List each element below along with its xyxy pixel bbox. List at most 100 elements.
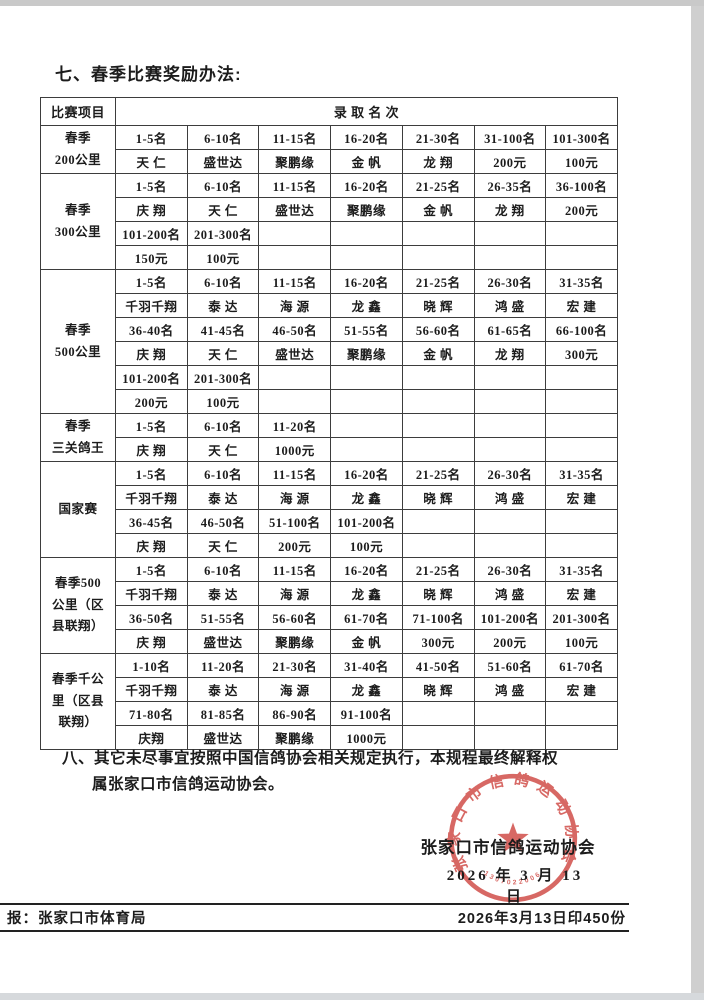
table-cell: 龙 鑫	[330, 581, 403, 606]
table-cell: 51-100名	[258, 509, 332, 534]
table-cell: 31-35名	[545, 461, 618, 486]
table-cell: 宏 建	[545, 677, 618, 702]
table-cell	[258, 245, 332, 270]
table-cell: 晓 辉	[401, 677, 475, 702]
table-cell: 51-55名	[186, 605, 260, 630]
section-8-line1: 八、其它未尽事宜按照中国信鸽协会相关规定执行，本规程最终解释权	[62, 750, 559, 767]
table-cell: 天 仁	[186, 437, 260, 462]
table-cell: 宏 建	[545, 581, 618, 606]
table-cell: 51-55名	[330, 317, 403, 342]
table-row: 36-45名 46-50名 51-100名 101-200名	[41, 509, 618, 534]
table-cell: 16-20名	[330, 269, 403, 294]
table-cell	[473, 437, 547, 462]
scan-edge-right	[691, 6, 704, 994]
table-cell: 龙 鑫	[330, 293, 403, 318]
table-row: 天 仁盛世达 聚鹏缘金 帆龙 翔 200元 100元	[41, 149, 618, 174]
table-cell	[545, 365, 618, 390]
table-cell: 宏 建	[545, 293, 618, 318]
table-cell: 91-100名	[330, 701, 403, 726]
table-cell: 1-5名	[115, 269, 188, 294]
footer-report-to: 报：张家口市体育局	[7, 911, 147, 927]
section-label: 春季千公 里（区县 联翔）	[40, 653, 116, 750]
table-cell: 1000元	[258, 437, 332, 462]
table-cell: 101-200名	[473, 605, 547, 630]
table-cell: 盛世达	[258, 197, 332, 222]
table-cell	[545, 413, 618, 438]
table-cell	[545, 389, 618, 414]
table-cell: 11-20名	[186, 653, 260, 678]
table-cell: 86-90名	[258, 701, 332, 726]
table-cell: 66-100名	[545, 317, 618, 342]
table-cell: 36-100名	[545, 173, 618, 198]
section-label: 国家赛	[40, 461, 116, 558]
table-cell: 100元	[545, 629, 618, 654]
table-cell: 鸿 盛	[473, 677, 547, 702]
table-cell	[258, 221, 332, 246]
table-row: 庆 翔天 仁 200元 100元	[41, 533, 618, 558]
table-cell: 101-300名	[545, 125, 618, 150]
table-cell: 龙 翔	[473, 341, 547, 366]
table-cell: 71-80名	[115, 701, 188, 726]
table-cell: 海 源	[258, 485, 332, 510]
table-cell: 36-40名	[115, 317, 188, 342]
table-row: 101-200名 201-300名	[41, 221, 618, 246]
table-cell: 盛世达	[186, 629, 260, 654]
table-cell: 100元	[186, 245, 260, 270]
table-cell: 鸿 盛	[473, 581, 547, 606]
table-cell: 100元	[186, 389, 260, 414]
table-cell: 46-50名	[258, 317, 332, 342]
svg-text:张家口市信鸽运动协会: 张家口市信鸽运动协会	[446, 771, 580, 874]
table-cell: 61-70名	[545, 653, 618, 678]
table-cell: 26-30名	[473, 269, 547, 294]
table-cell	[473, 245, 547, 270]
table-row: 春季千公 里（区县 联翔） 1-10名 11-20名 21-30名 31-40名 41-50名…	[40, 653, 618, 750]
table-cell	[330, 389, 403, 414]
table-cell: 聚鹏缘	[258, 629, 332, 654]
table-cell: 11-15名	[258, 173, 332, 198]
table-cell	[401, 389, 475, 414]
table-cell	[401, 365, 475, 390]
table-cell: 51-60名	[473, 653, 547, 678]
table-cell: 泰 达	[186, 485, 260, 510]
table-row: 庆 翔天 仁盛世达 聚鹏缘金 帆龙 翔 200元	[41, 197, 618, 222]
table-cell: 31-40名	[330, 653, 403, 678]
table-cell: 鸿 盛	[473, 485, 547, 510]
table-cell: 56-60名	[401, 317, 475, 342]
table-cell: 200元	[258, 533, 332, 558]
table-cell: 庆 翔	[115, 629, 188, 654]
table-cell: 泰 达	[186, 293, 260, 318]
table-cell: 1-5名	[115, 125, 188, 150]
table-cell: 31-35名	[545, 269, 618, 294]
table-cell: 聚鹏缘	[258, 149, 332, 174]
table-cell: 21-30名	[258, 653, 332, 678]
table-cell: 千羽千翔	[115, 581, 188, 606]
table-cell: 101-200名	[115, 365, 188, 390]
table-row: 36-40名 41-45名 46-50名 51-55名 56-60名 61-65名 66-1…	[41, 317, 618, 342]
table-cell: 龙 翔	[401, 149, 475, 174]
table-cell	[545, 533, 618, 558]
table-cell: 11-20名	[258, 413, 332, 438]
table-cell: 46-50名	[186, 509, 260, 534]
table-cell: 龙 鑫	[330, 677, 403, 702]
table-cell	[401, 437, 475, 462]
table-cell: 200元	[115, 389, 188, 414]
table-row: 春季 三关鸽王 1-5名 6-10名 11-20名	[40, 413, 618, 462]
header-competition-item: 比赛项目	[40, 97, 116, 126]
table-cell	[401, 509, 475, 534]
seal-star-icon	[497, 822, 529, 853]
table-cell: 晓 辉	[401, 293, 475, 318]
table-row: 春季 200公里 1-5名 6-10名 11-15名 16-20名 21-30名 31-100…	[40, 125, 618, 174]
table-cell: 盛世达	[258, 341, 332, 366]
table-cell: 61-65名	[473, 317, 547, 342]
table-cell: 海 源	[258, 581, 332, 606]
table-cell: 晓 辉	[401, 581, 475, 606]
footer-print-info: 2026年3月13日印450份	[457, 911, 626, 927]
table-cell: 盛世达	[186, 725, 260, 750]
table-cell: 聚鹏缘	[330, 341, 403, 366]
table-cell: 81-85名	[186, 701, 260, 726]
table-cell: 31-35名	[545, 557, 618, 582]
table-row: 36-50名 51-55名 56-60名 61-70名 71-100名 101-200名 2…	[41, 605, 618, 630]
table-cell: 11-15名	[258, 269, 332, 294]
section-label: 春季 300公里	[40, 173, 116, 270]
section-8-line2: 属张家口市信鸽运动协会。	[92, 775, 285, 793]
